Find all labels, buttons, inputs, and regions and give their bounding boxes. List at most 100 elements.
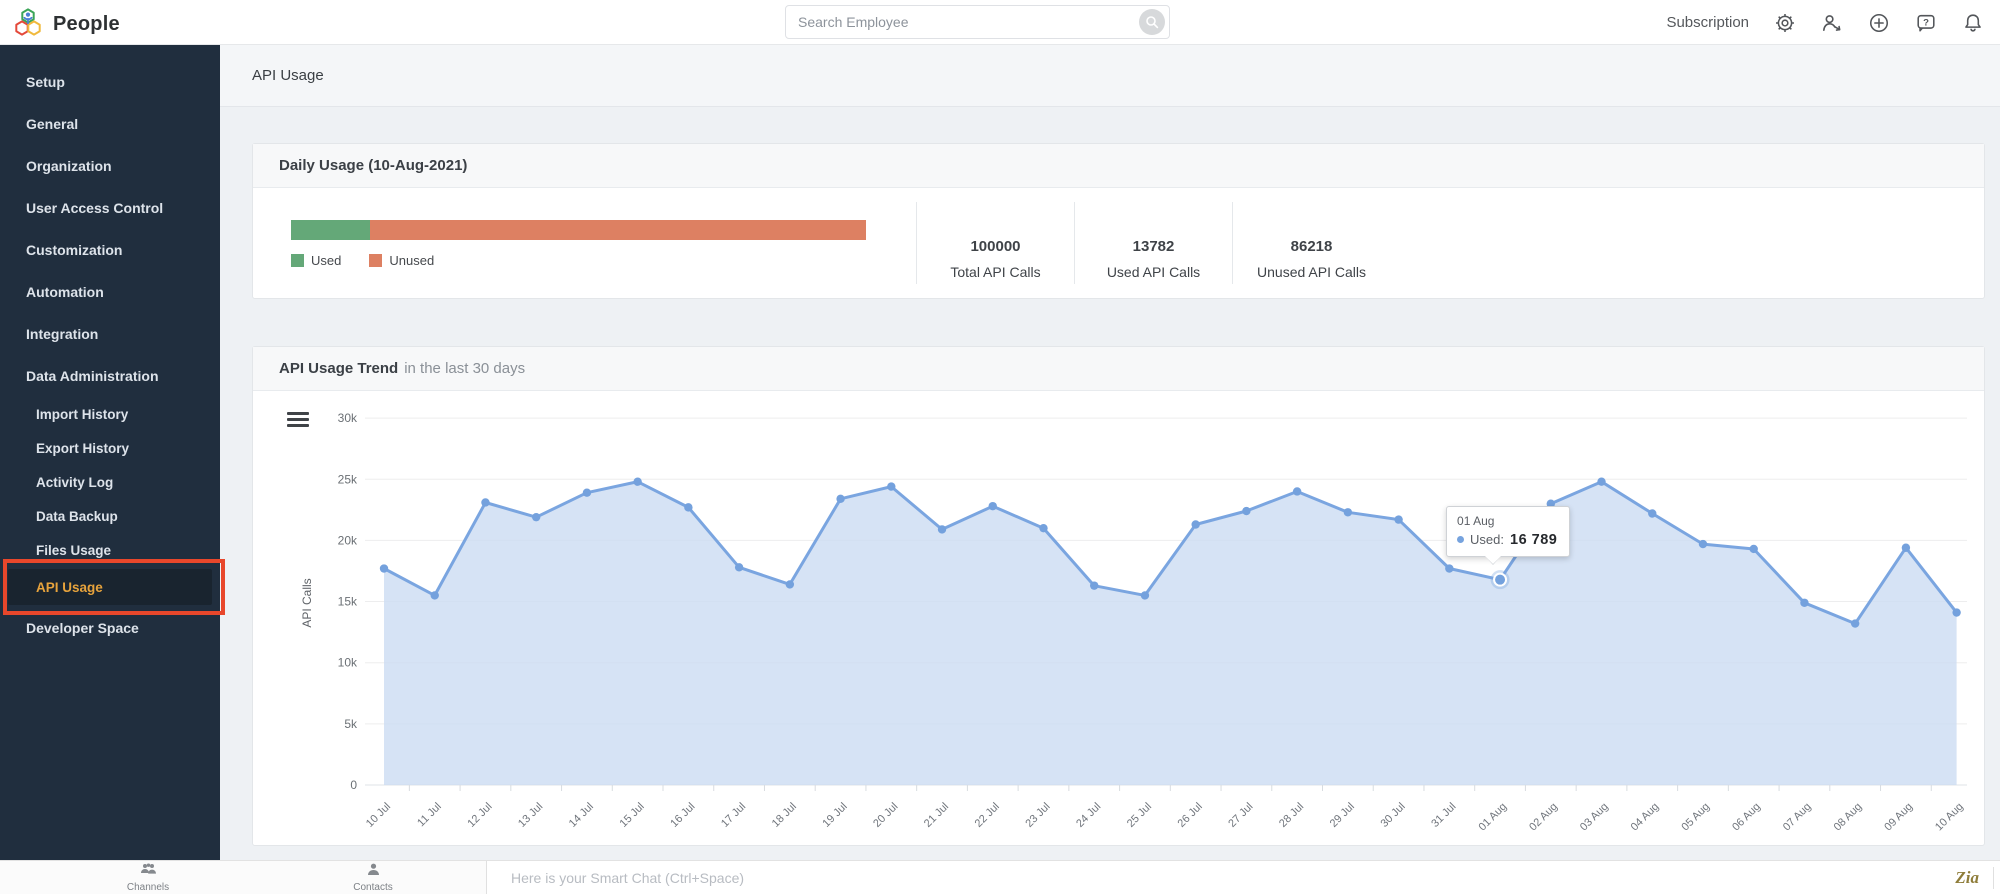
search-icon[interactable] — [1139, 9, 1165, 35]
x-tick-label: 05 Aug — [1679, 801, 1712, 834]
data-point-03-aug[interactable] — [1597, 477, 1606, 486]
x-tick-label: 16 Jul — [668, 801, 697, 830]
data-point-30-jul[interactable] — [1394, 515, 1403, 524]
api-usage-trend-card: API Usage Trend in the last 30 days 0 5k 1… — [252, 346, 1985, 846]
smart-chat-input[interactable]: Here is your Smart Chat (Ctrl+Space) — [511, 869, 745, 886]
trend-subtitle: in the last 30 days — [404, 360, 526, 377]
sidebar-item-setup[interactable]: Setup — [26, 74, 65, 90]
sidebar-item-developer-space[interactable]: Developer Space — [26, 620, 139, 636]
data-point-20-jul[interactable] — [887, 482, 896, 491]
data-point-28-jul[interactable] — [1292, 487, 1302, 496]
x-tick-label: 12 Jul — [465, 801, 494, 830]
x-tick-label: 28 Jul — [1277, 801, 1306, 830]
channels-group-icon — [140, 863, 157, 881]
data-point-04-aug[interactable] — [1648, 509, 1657, 518]
data-point-31-jul[interactable] — [1445, 564, 1454, 573]
sidebar-nav: Setup General Organization User Access Cont… — [0, 45, 225, 649]
data-point-19-jul[interactable] — [836, 494, 845, 504]
data-point-06-aug[interactable] — [1749, 544, 1758, 554]
data-point-27-jul[interactable] — [1242, 506, 1251, 516]
chart-menu-icon[interactable] — [287, 412, 309, 430]
data-point-15-jul[interactable] — [633, 477, 642, 486]
data-point-09-aug[interactable] — [1901, 543, 1911, 552]
y-axis-title: API Calls — [300, 578, 314, 627]
x-tick-label: 06 Aug — [1730, 801, 1763, 834]
data-point-08-aug[interactable] — [1850, 619, 1860, 628]
sidebar-item-automation[interactable]: Automation — [26, 284, 104, 300]
data-point-05-aug[interactable] — [1698, 539, 1708, 549]
unused-bar-segment — [370, 220, 866, 240]
contacts-label: Contacts — [353, 881, 393, 893]
data-point-25-jul[interactable] — [1140, 591, 1150, 600]
zoho-people-logo-icon — [12, 6, 44, 43]
x-tick-label: 11 Jul — [415, 801, 444, 830]
x-tick-label: 03 Aug — [1578, 801, 1611, 834]
notifications-bell-icon[interactable] — [1961, 11, 1984, 34]
x-tick-label: 22 Jul — [973, 801, 1002, 830]
sidebar-item-data-backup[interactable]: Data Backup — [36, 508, 118, 524]
sidebar-item-files-usage[interactable]: Files Usage — [36, 542, 112, 558]
search-input[interactable] — [786, 14, 1139, 30]
sidebar-item-activity-log[interactable]: Activity Log — [36, 474, 114, 490]
data-point-10-aug[interactable] — [1952, 608, 1961, 617]
data-point-17-jul[interactable] — [734, 563, 744, 572]
breadcrumb: API Usage — [252, 67, 324, 84]
stat-label: Total API Calls — [950, 264, 1041, 280]
stat-value: 13782 — [1132, 238, 1175, 255]
daily-usage-card-header: Daily Usage (10-Aug-2021) — [253, 144, 1984, 188]
usage-legend: Used Unused — [291, 253, 866, 268]
sidebar-item-customization[interactable]: Customization — [26, 242, 123, 258]
data-point-29-jul[interactable] — [1343, 508, 1353, 517]
y-tick-label: 20k — [338, 533, 358, 547]
sidebar-item-organization[interactable]: Organization — [26, 158, 112, 174]
legend-label: Used — [311, 253, 342, 268]
footer-divider — [1993, 866, 1994, 889]
data-point-07-aug[interactable] — [1800, 598, 1809, 607]
x-tick-label: 08 Aug — [1832, 801, 1865, 834]
sidebar-item-import-history[interactable]: Import History — [36, 406, 129, 422]
page-header-band: API Usage — [220, 45, 2000, 107]
sidebar-item-api-usage[interactable]: API Usage — [3, 559, 225, 615]
data-point-24-jul[interactable] — [1090, 581, 1099, 590]
sidebar-item-export-history[interactable]: Export History — [36, 440, 130, 456]
sidebar-item-data-administration[interactable]: Data Administration — [26, 368, 159, 384]
x-tick-label: 09 Aug — [1882, 801, 1915, 834]
zia-logo[interactable]: Zia — [1955, 867, 1979, 887]
y-tick-label: 25k — [338, 472, 358, 486]
data-point-23-jul[interactable] — [1039, 523, 1048, 533]
user-add-icon[interactable] — [1820, 11, 1843, 34]
subscription-link[interactable]: Subscription — [1666, 14, 1749, 31]
employee-search[interactable] — [785, 5, 1170, 39]
data-point-26-jul[interactable] — [1191, 520, 1200, 529]
x-tick-label: 31 Jul — [1429, 801, 1458, 830]
x-tick-label: 07 Aug — [1781, 801, 1814, 834]
data-point-13-jul[interactable] — [531, 512, 541, 522]
sidebar-item-general[interactable]: General — [26, 116, 79, 132]
settings-gear-icon[interactable] — [1773, 11, 1796, 34]
trend-title: API Usage Trend — [279, 360, 399, 377]
stat-label: Unused API Calls — [1257, 264, 1366, 280]
help-icon[interactable]: ? — [1914, 11, 1937, 34]
data-point-16-jul[interactable] — [684, 503, 693, 512]
highlighted-data-point[interactable] — [1493, 572, 1508, 587]
tooltip-series-label: Used: — [1470, 532, 1505, 548]
add-circle-icon[interactable] — [1867, 11, 1890, 34]
data-point-10-jul[interactable] — [379, 564, 389, 573]
app-brand[interactable]: People — [12, 6, 120, 43]
data-point-21-jul[interactable] — [937, 525, 947, 534]
contacts-button[interactable]: Contacts — [343, 863, 403, 893]
data-point-22-jul[interactable] — [988, 501, 997, 511]
data-point-14-jul[interactable] — [582, 488, 592, 497]
x-tick-label: 21 Jul — [922, 801, 951, 830]
stat-value: 100000 — [970, 238, 1021, 255]
sidebar-item-integration[interactable]: Integration — [26, 326, 99, 342]
data-point-11-jul[interactable] — [430, 591, 439, 600]
trend-chart-svg: 0 5k 10k 15k 20k 25k 30k API Calls 10 Jul 11 Jul 1… — [300, 411, 1967, 834]
main-area: API Usage Daily Usage (10-Aug-2021) Used… — [220, 45, 2000, 860]
y-tick-label: 10k — [338, 656, 358, 670]
data-point-12-jul[interactable] — [481, 498, 490, 507]
smart-chat-bar: Channels Contacts Here is your Smart Cha… — [0, 860, 2000, 894]
data-point-18-jul[interactable] — [785, 580, 795, 589]
sidebar-item-user-access-control[interactable]: User Access Control — [26, 200, 164, 216]
channels-button[interactable]: Channels — [118, 863, 178, 893]
